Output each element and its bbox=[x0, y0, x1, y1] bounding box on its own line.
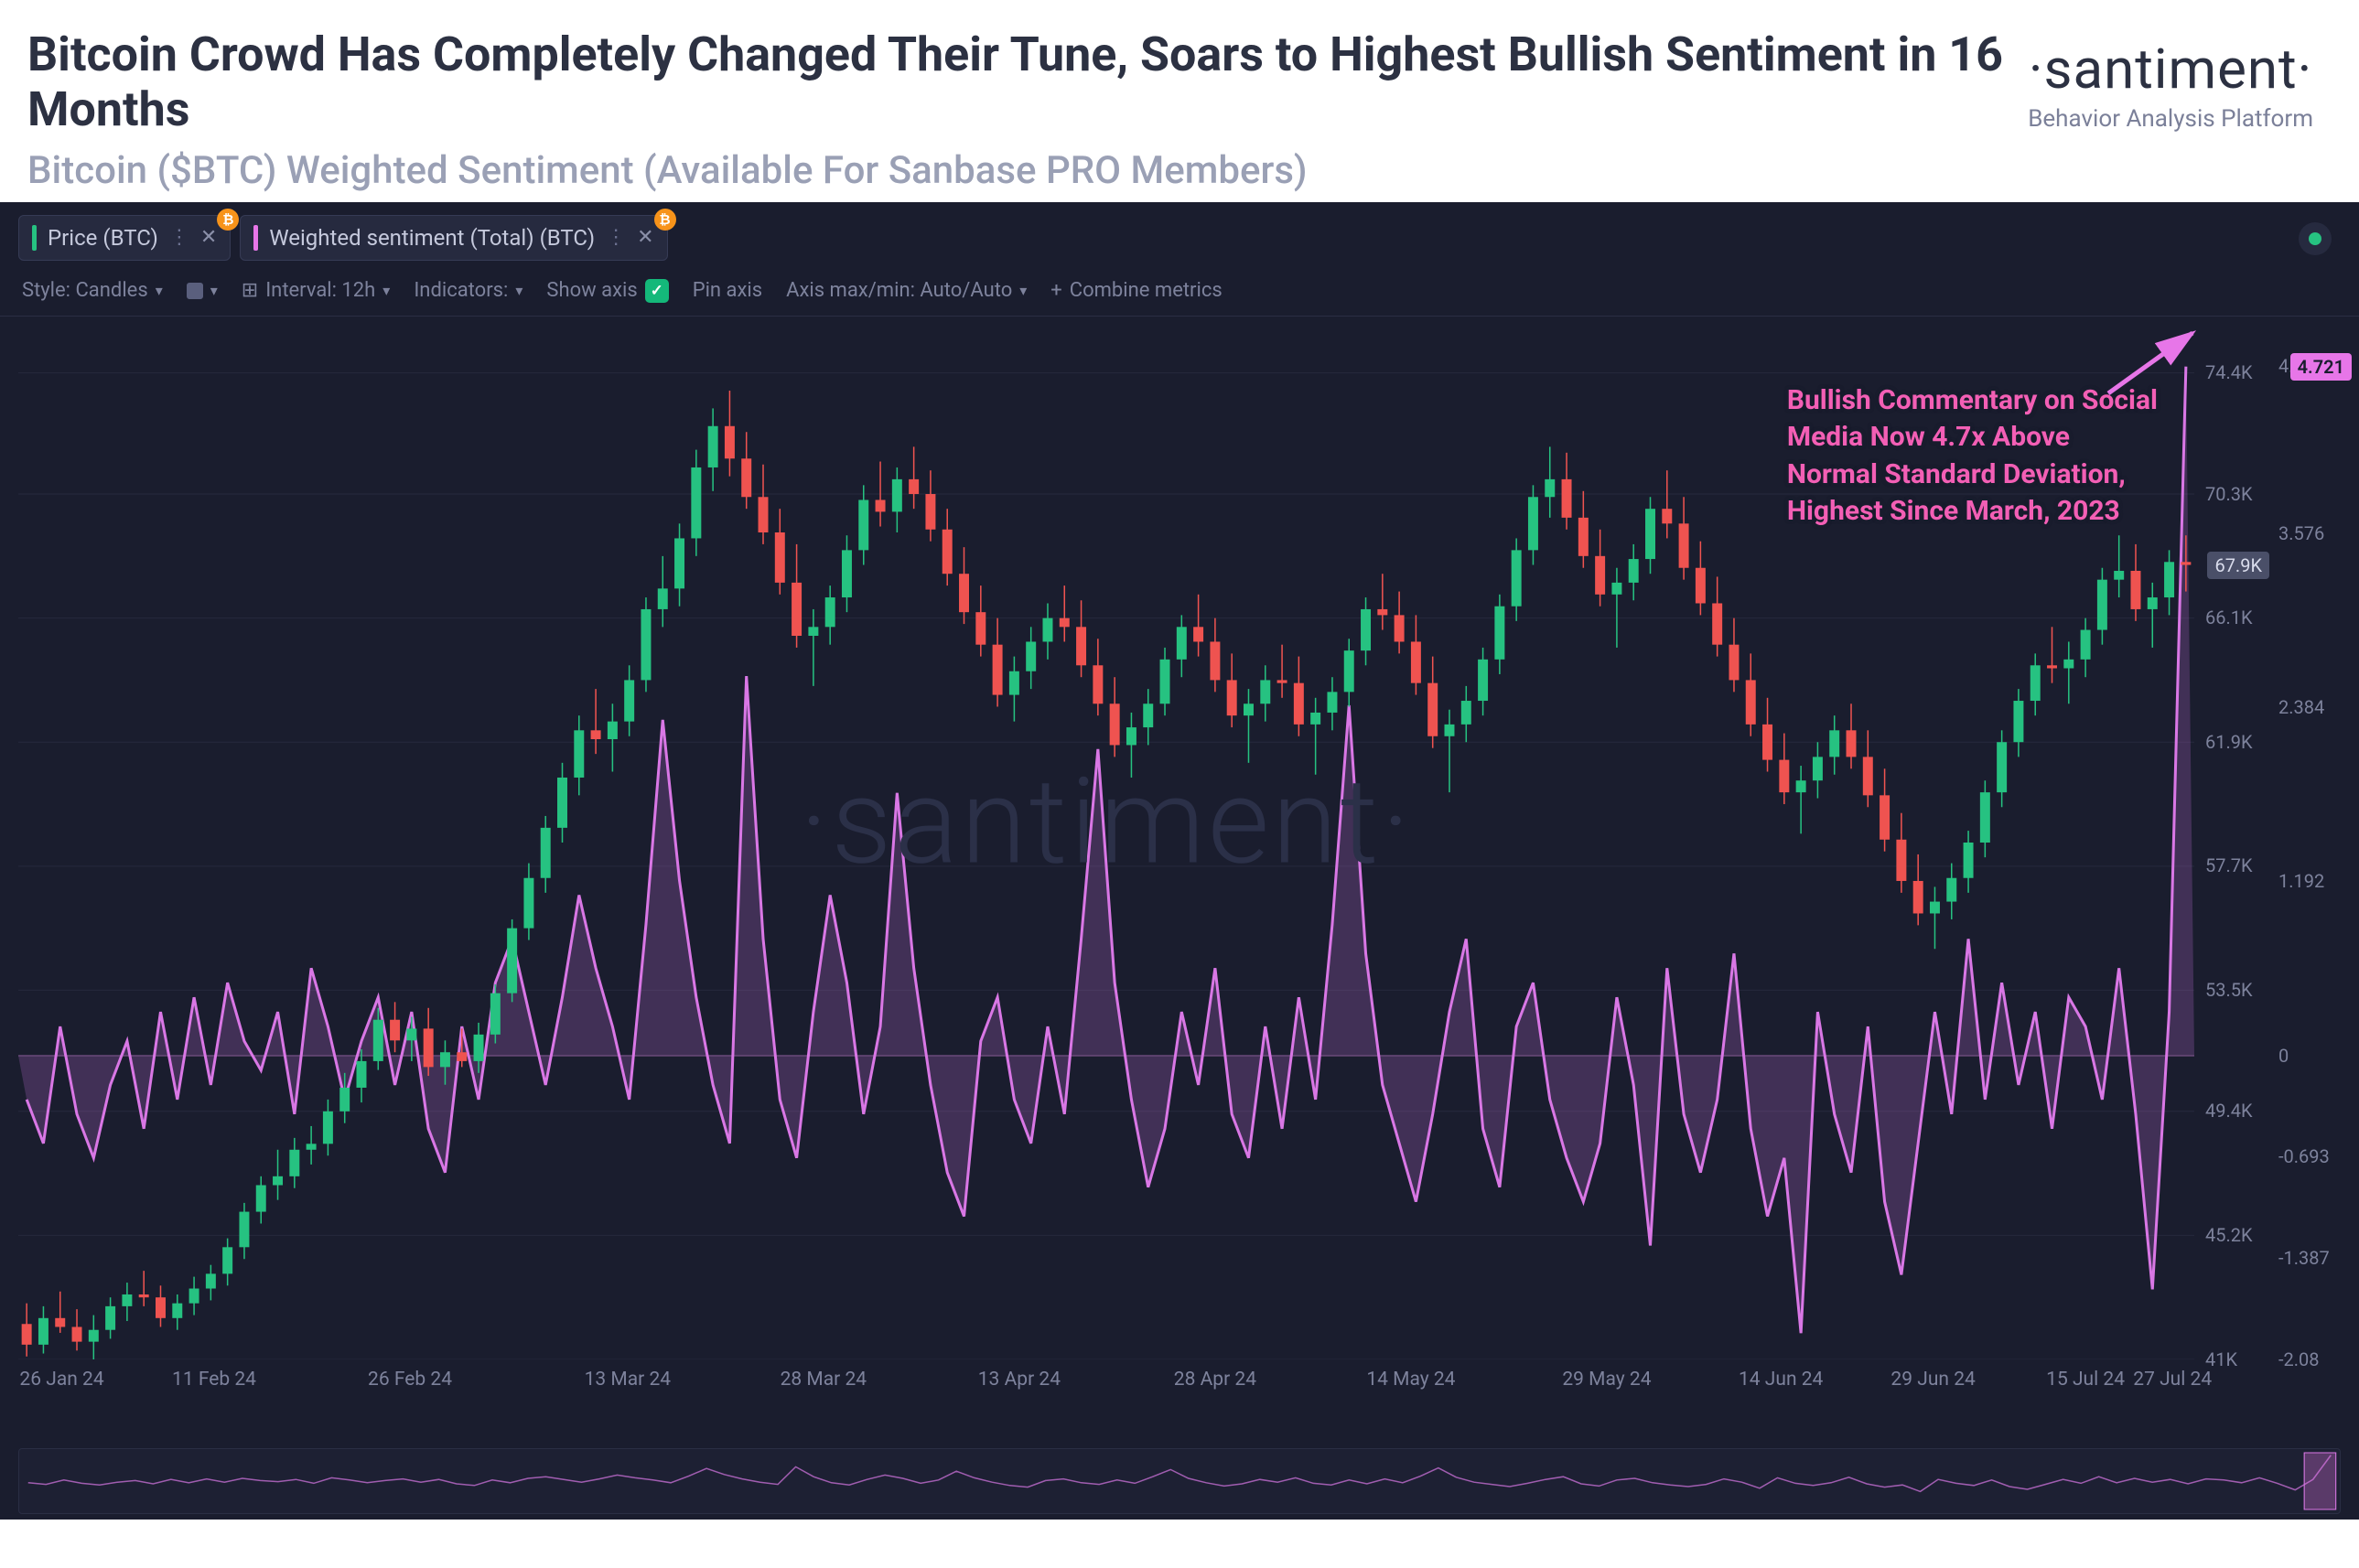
metric-tab-label: Weighted sentiment (Total) (BTC) bbox=[269, 225, 595, 251]
brand-logo: ·santiment· Behavior Analysis Platform bbox=[2028, 27, 2313, 133]
style-selector[interactable]: Style: Candles▾ bbox=[22, 279, 163, 302]
indicators-selector[interactable]: Indicators:▾ bbox=[414, 279, 522, 302]
plus-icon: + bbox=[1050, 279, 1061, 302]
chevron-down-icon: ▾ bbox=[515, 282, 522, 299]
chevron-down-icon: ▾ bbox=[156, 282, 163, 299]
chart-controls-row: Style: Candles▾ ▾ ⊞Interval: 12h▾ Indica… bbox=[0, 270, 2359, 317]
fill-toggle[interactable]: ▾ bbox=[187, 282, 218, 299]
pin-axis-toggle[interactable]: Pin axis bbox=[693, 279, 762, 302]
metric-color-bar bbox=[32, 225, 37, 251]
metric-menu-icon[interactable]: ⋮ bbox=[169, 226, 189, 249]
current-price-tag: 67.9K bbox=[2207, 552, 2269, 579]
bitcoin-badge-icon: ₿ bbox=[654, 209, 676, 231]
close-icon[interactable]: ✕ bbox=[637, 226, 653, 249]
current-sentiment-tag: 4.721 bbox=[2290, 353, 2352, 381]
sentiment-y-axis: -2.08-1.387-0.69301.1922.3843.5764.721 bbox=[2278, 326, 2350, 1359]
interval-selector[interactable]: ⊞Interval: 12h▾ bbox=[242, 279, 391, 302]
header: Bitcoin Crowd Has Completely Changed The… bbox=[0, 0, 2359, 202]
chevron-down-icon: ▾ bbox=[382, 282, 390, 299]
live-indicator-icon[interactable] bbox=[2299, 222, 2332, 255]
overview-svg bbox=[19, 1449, 2340, 1513]
metric-menu-icon[interactable]: ⋮ bbox=[606, 226, 626, 249]
logo-text: ·santiment· bbox=[2028, 37, 2313, 102]
metric-tab-sentiment[interactable]: Weighted sentiment (Total) (BTC) ⋮ ✕ ₿ bbox=[240, 215, 667, 261]
chart-body: ·santiment· Bullish Commentary on Social… bbox=[0, 317, 2359, 1414]
x-axis: 26 Jan 2411 Feb 2426 Feb 2413 Mar 2428 M… bbox=[18, 1369, 2194, 1396]
close-icon[interactable]: ✕ bbox=[200, 226, 217, 249]
plot-area[interactable]: ·santiment· Bullish Commentary on Social… bbox=[18, 326, 2194, 1359]
chevron-down-icon: ▾ bbox=[1019, 282, 1027, 299]
chart-application: Price (BTC) ⋮ ✕ ₿ Weighted sentiment (To… bbox=[0, 202, 2359, 1520]
chevron-down-icon: ▾ bbox=[210, 282, 218, 299]
show-axis-toggle[interactable]: Show axis✓ bbox=[546, 279, 668, 303]
interval-icon: ⊞ bbox=[242, 279, 258, 302]
logo-tagline: Behavior Analysis Platform bbox=[2028, 105, 2313, 133]
page-title: Bitcoin Crowd Has Completely Changed The… bbox=[27, 27, 2028, 137]
metric-tab-label: Price (BTC) bbox=[48, 225, 158, 251]
metric-tabs-row: Price (BTC) ⋮ ✕ ₿ Weighted sentiment (To… bbox=[0, 202, 2359, 270]
checkmark-icon: ✓ bbox=[645, 279, 669, 303]
metric-color-bar bbox=[253, 225, 258, 251]
metric-tab-price[interactable]: Price (BTC) ⋮ ✕ ₿ bbox=[18, 215, 231, 261]
page-subtitle: Bitcoin ($BTC) Weighted Sentiment (Avail… bbox=[27, 148, 2028, 193]
overview-navigator[interactable] bbox=[18, 1448, 2341, 1514]
price-y-axis: 41K45.2K49.4K53.5K57.7K61.9K66.1K70.3K74… bbox=[2205, 326, 2269, 1359]
axis-minmax-selector[interactable]: Axis max/min: Auto/Auto▾ bbox=[786, 279, 1027, 302]
annotation-text: Bullish Commentary on SocialMedia Now 4.… bbox=[1787, 382, 2158, 531]
bitcoin-badge-icon: ₿ bbox=[217, 209, 239, 231]
combine-metrics-button[interactable]: +Combine metrics bbox=[1050, 279, 1222, 302]
